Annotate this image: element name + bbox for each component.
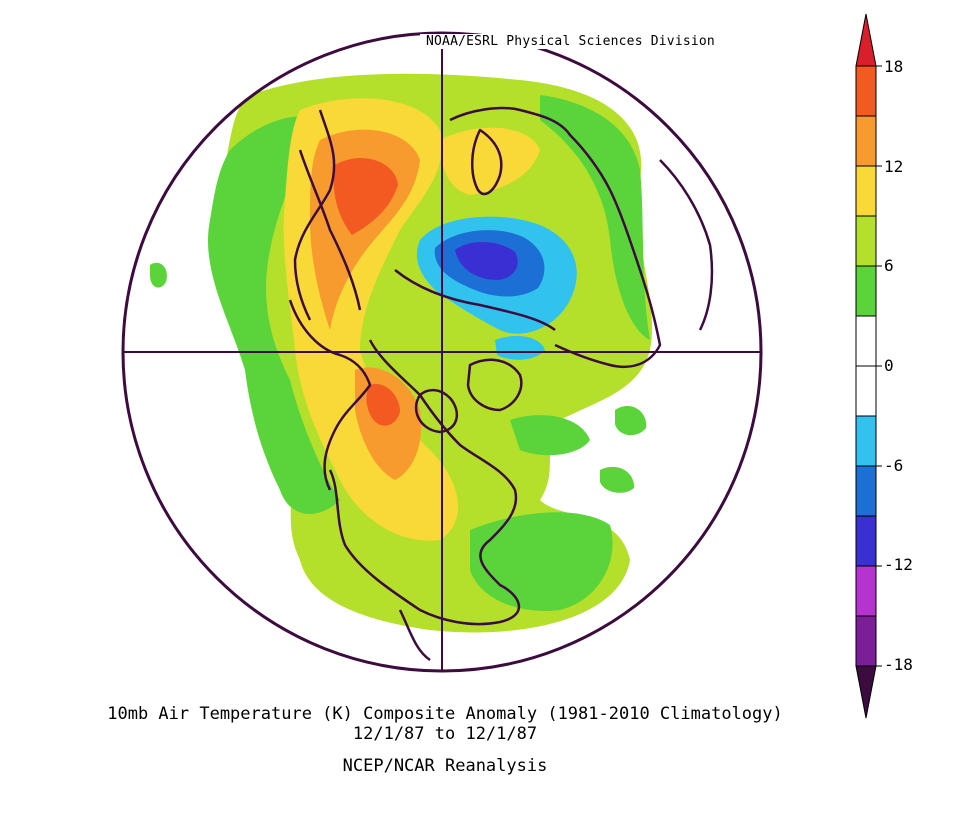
eurasia-north-coast: [293, 109, 336, 321]
anomaly-region-green-5: [600, 466, 635, 493]
legend-tick-18: 18: [884, 57, 904, 76]
header-credit-label: NOAA/ESRL Physical Sciences Division: [420, 34, 721, 49]
legend-band-7: [855, 415, 877, 467]
scandinavia-outline: [471, 128, 503, 196]
anomaly-region-green-3: [540, 95, 650, 340]
legend-band-8: [855, 465, 877, 517]
legend-arrow-top: [855, 13, 877, 67]
legend-tick-6: 6: [884, 256, 894, 275]
legend-band-3: [855, 215, 877, 267]
europe-outline: [449, 106, 662, 369]
hudson-bay-outline: [414, 388, 459, 434]
legend-band-4: [855, 265, 877, 317]
alaska-coast: [288, 299, 372, 491]
legend-band-9: [855, 515, 877, 567]
legend-arrow-bottom: [855, 665, 877, 719]
greenland-outline: [466, 358, 523, 412]
legend-band-10: [855, 565, 877, 617]
east-asia-outline: [298, 149, 362, 311]
siberia-coast: [394, 269, 556, 331]
anomaly-region-indigo: [455, 241, 518, 280]
legend-band-6: [855, 365, 877, 417]
legend-tick-0: 0: [884, 356, 894, 375]
legend-tick-minus-6: -6: [884, 456, 904, 475]
legend-tick-minus-12: -12: [884, 555, 913, 574]
anomaly-region-green-6: [615, 406, 647, 436]
anomaly-region-green-7: [150, 262, 167, 288]
north-america-outline: [328, 339, 521, 626]
caption-source: NCEP/NCAR Reanalysis: [342, 756, 548, 776]
legend-band-5: [855, 315, 877, 367]
africa-outline: [659, 159, 714, 331]
anomaly-region-green: [208, 116, 340, 514]
legend-band-0: [855, 65, 877, 117]
legend-tick-12: 12: [884, 157, 904, 176]
legend-band-2: [855, 165, 877, 217]
anomaly-region-green-4: [510, 415, 590, 456]
legend-tick-minus-18: -18: [884, 655, 913, 674]
legend-band-1: [855, 115, 877, 167]
anomaly-region-light-blue-2: [495, 335, 545, 360]
anomaly-region-yellow-2: [440, 127, 540, 195]
color-legend-bar: [855, 13, 882, 719]
central-america-outline: [398, 609, 431, 662]
caption-title: 10mb Air Temperature (K) Composite Anoma…: [107, 704, 783, 724]
anomaly-region-green-2: [470, 512, 613, 611]
anomaly-region-red-orange: [333, 157, 398, 235]
legend-band-11: [855, 615, 877, 667]
caption-dates: 12/1/87 to 12/1/87: [352, 724, 538, 744]
coastlines: [288, 106, 714, 662]
anomaly-region-red-orange-2: [366, 384, 400, 426]
